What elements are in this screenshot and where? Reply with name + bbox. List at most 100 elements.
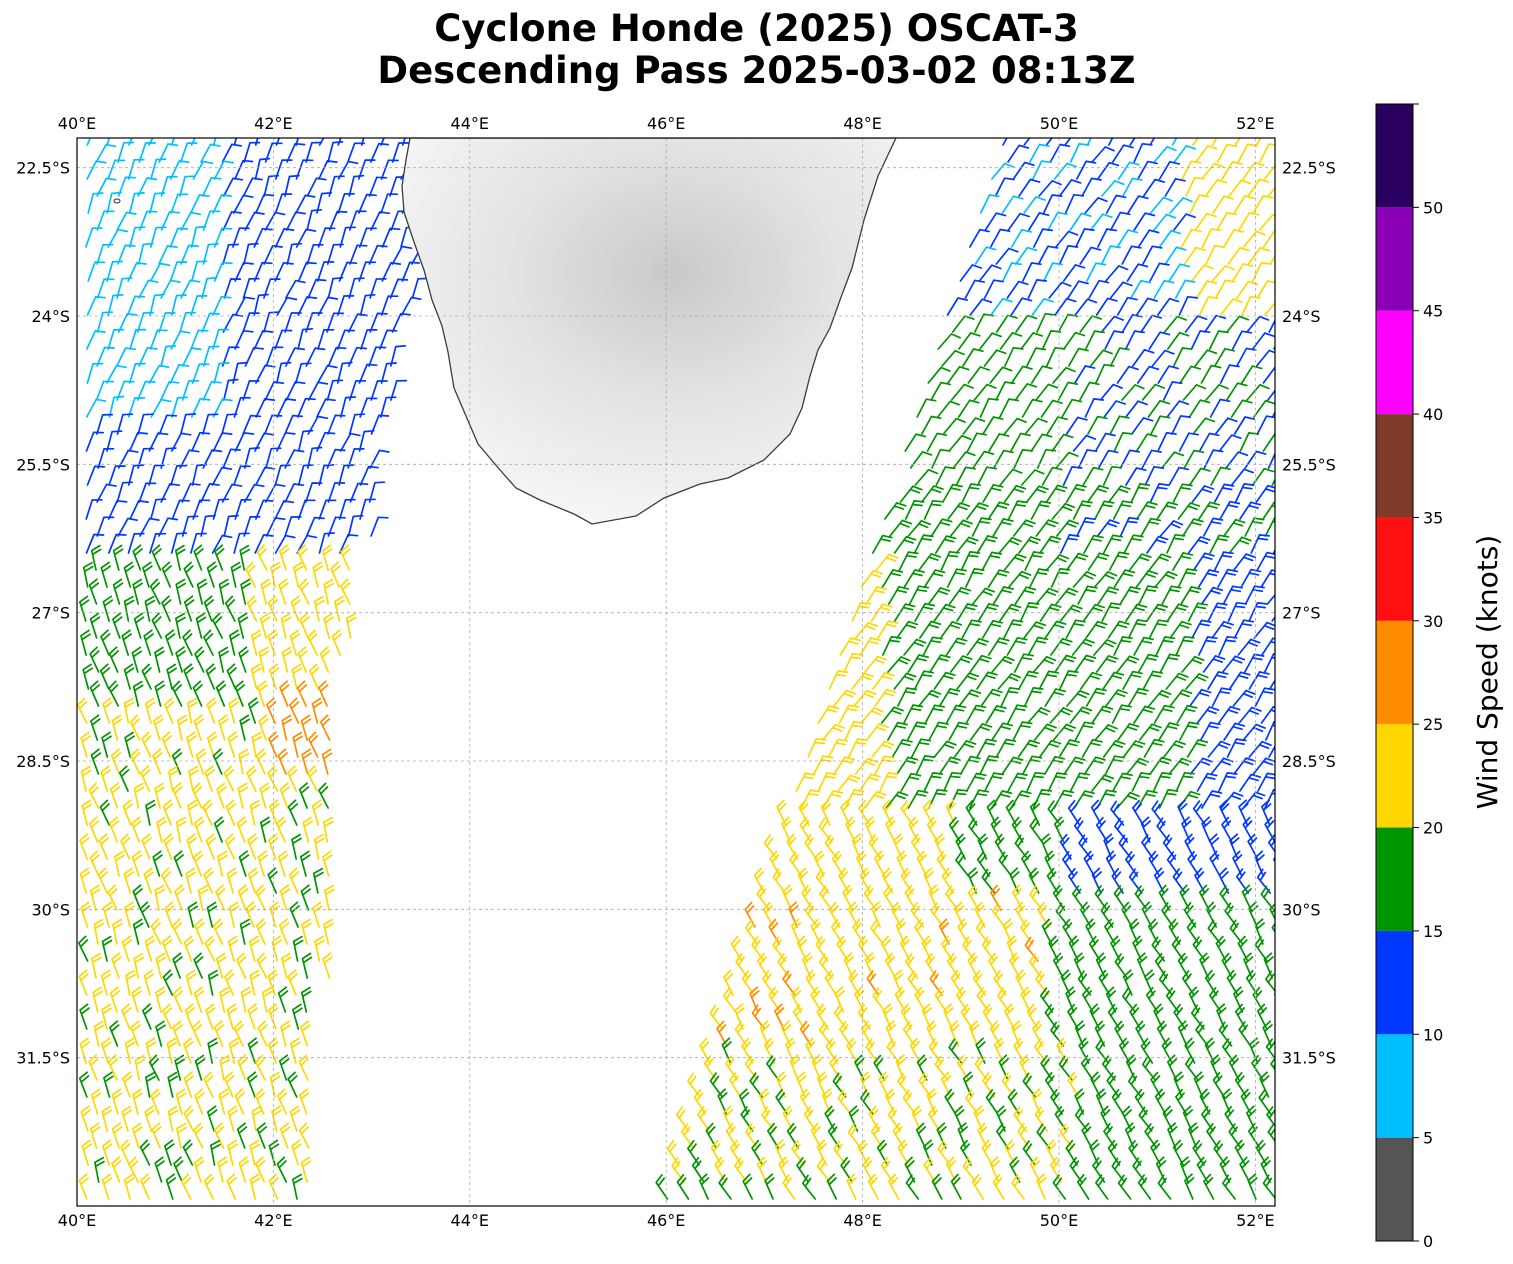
wind-barb [321, 544, 333, 571]
wind-barb [172, 1020, 183, 1047]
wind-barb [948, 721, 970, 741]
wind-barb [300, 986, 312, 1013]
wind-barb [1224, 1105, 1237, 1132]
colorbar-bin [1376, 1034, 1413, 1138]
wind-barb [265, 517, 286, 537]
wind-barb [1211, 687, 1232, 707]
wind-barb [1081, 1122, 1093, 1149]
wind-barb [233, 1020, 244, 1047]
wind-barb [955, 466, 976, 486]
wind-barb [751, 936, 765, 962]
wind-barb [1228, 671, 1251, 690]
wind-barb [259, 612, 271, 639]
wind-barb [815, 936, 829, 962]
wind-barb [257, 1020, 268, 1047]
wind-barb [86, 138, 92, 146]
wind-barb [195, 748, 207, 775]
wind-barb [1126, 263, 1149, 282]
wind-barb [284, 174, 300, 197]
wind-barb [1166, 400, 1190, 418]
wind-barb [128, 362, 146, 384]
wind-barb [854, 757, 879, 775]
wind-barb [96, 278, 115, 299]
wind-barb [988, 433, 1010, 452]
wind-barb [950, 383, 975, 401]
wind-barb [1006, 280, 1029, 299]
wind-barb [289, 697, 300, 724]
wind-barb [78, 969, 89, 996]
wind-barb [1255, 1139, 1268, 1166]
wind-barb [322, 816, 334, 843]
wind-barb [1162, 1105, 1174, 1132]
wind-barb [400, 296, 422, 316]
wind-barb [1093, 639, 1117, 656]
wind-barb [140, 765, 151, 792]
wind-barb [143, 867, 154, 894]
wind-barb [131, 646, 143, 673]
wind-barb [1212, 1071, 1226, 1098]
wind-barb [1124, 330, 1145, 350]
wind-barb [1002, 262, 1022, 282]
wind-barb [132, 884, 143, 911]
wind-barb [875, 553, 899, 571]
small-island [113, 198, 121, 204]
wind-barb [314, 935, 325, 962]
wind-barb [933, 671, 956, 690]
wind-barb [87, 261, 106, 282]
wind-barb [1279, 214, 1300, 230]
wind-barb [1268, 678, 1275, 690]
wind-barb [120, 1139, 131, 1166]
wind-barb [1154, 570, 1178, 588]
wind-barb [297, 327, 314, 350]
wind-barb [1103, 1123, 1116, 1149]
wind-barb [813, 850, 825, 877]
wind-barb [982, 483, 1004, 503]
wind-barb [1007, 144, 1030, 163]
wind-barb [297, 646, 308, 673]
colorbar-bin [1376, 1137, 1413, 1241]
wind-barb [1154, 952, 1168, 979]
wind-barb [369, 312, 388, 333]
wind-barb [1069, 706, 1093, 724]
wind-barb [1248, 740, 1272, 758]
wind-barb [1009, 1156, 1021, 1183]
wind-barb [881, 569, 904, 588]
lon-tick-label-top: 52°E [1236, 114, 1274, 133]
wind-barb [1142, 670, 1164, 690]
wind-barb [86, 465, 106, 486]
wind-barb [1095, 952, 1107, 979]
wind-barb [1008, 570, 1032, 588]
wind-barb [1242, 161, 1265, 180]
wind-barb [339, 432, 361, 452]
wind-barb [1007, 500, 1028, 520]
wind-barb [1036, 312, 1056, 333]
wind-barb [949, 655, 973, 673]
wind-barb [1221, 655, 1246, 673]
wind-barb [978, 264, 1002, 282]
wind-barb [1163, 740, 1186, 758]
lon-labels-bottom: 40°E 42°E 44°E 46°E 48°E 50°E 52°E [58, 1211, 1275, 1230]
wind-barb [859, 867, 872, 894]
wind-barb [86, 362, 104, 384]
wind-barb [380, 396, 397, 418]
wind-barb [192, 850, 204, 877]
wind-barb [150, 918, 162, 945]
wind-barb [1078, 834, 1093, 860]
wind-barb [1038, 739, 1062, 758]
wind-barb [1047, 800, 1062, 826]
wind-barb [1055, 587, 1079, 605]
wind-barb [300, 714, 312, 741]
wind-barb [1168, 263, 1191, 282]
wind-barb [961, 483, 982, 503]
wind-barb [1181, 816, 1192, 843]
wind-barb [179, 413, 197, 435]
wind-barb [237, 612, 249, 639]
wind-barb [1111, 1088, 1125, 1115]
wind-barb [749, 986, 760, 1013]
colorbar-label: Wind Speed (knots) [1471, 535, 1504, 809]
wind-barb [1219, 500, 1241, 520]
wind-barb [274, 329, 293, 350]
wind-barb [171, 680, 183, 707]
colorbar-tick-label: 35 [1423, 508, 1443, 527]
wind-barb [1125, 1054, 1137, 1081]
